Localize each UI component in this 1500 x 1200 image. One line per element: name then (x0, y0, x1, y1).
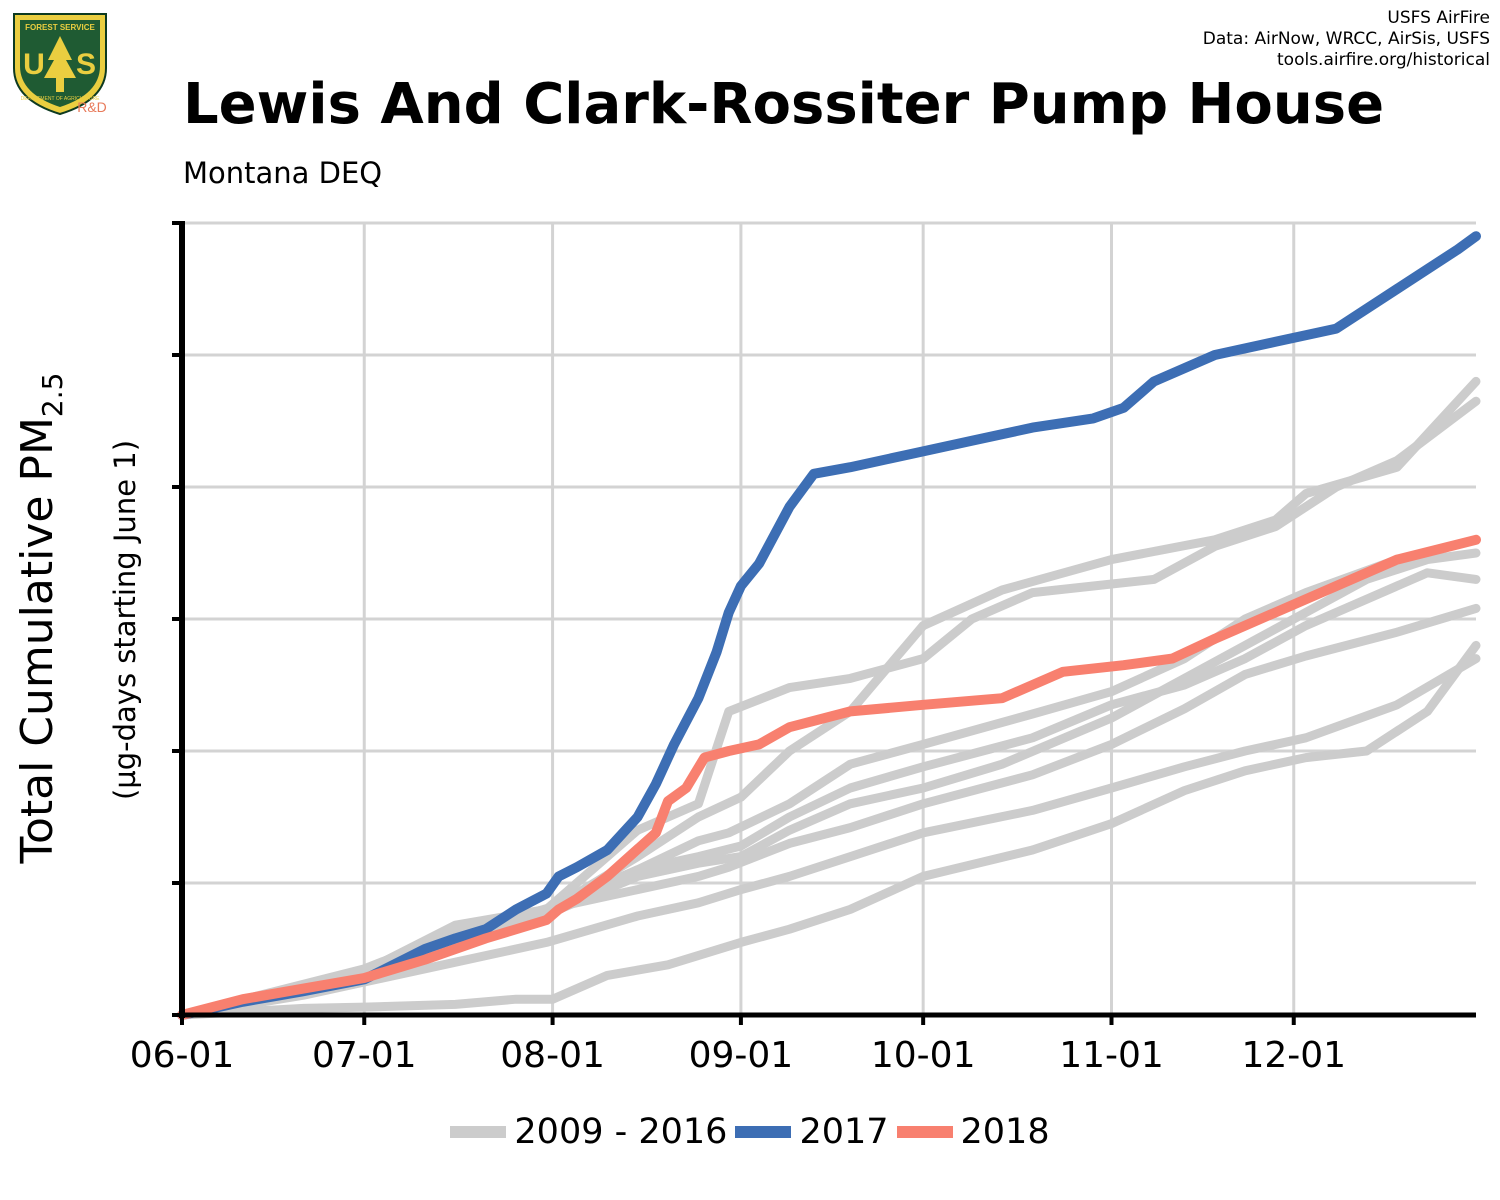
y-axis-label: Total Cumulative PM2.5 (12, 373, 69, 865)
credit-line: Data: AirNow, WRCC, AirSis, USFS (1202, 29, 1490, 49)
series-line-historical-2 (177, 654, 1481, 1020)
x-tick-label: 09-01 (689, 1035, 794, 1076)
credit-line: USFS AirFire (1387, 8, 1490, 28)
forest-service-logo: FOREST SERVICE U S DEPARTMENT OF AGRICUL… (13, 13, 107, 116)
legend-label: 2017 (799, 1112, 889, 1152)
tick-labels: 06-01 07-01 08-01 09-01 10-01 11-01 12-01 (130, 1035, 1346, 1076)
y-axis-label-main: Total Cumulative PM (12, 417, 63, 864)
series-line-historical-6 (177, 548, 1481, 1020)
x-tick-label: 08-01 (500, 1035, 605, 1076)
x-tick-label: 10-01 (871, 1035, 976, 1076)
legend-item-2017: 2017 (735, 1112, 889, 1152)
y-axis-note: (µg-days starting June 1) (108, 440, 142, 800)
x-tick-label: 12-01 (1241, 1035, 1346, 1076)
chart-title: Lewis And Clark-Rossiter Pump House (183, 72, 1385, 137)
legend-item-historical: 2009 - 2016 (450, 1112, 727, 1152)
legend-swatch (896, 1126, 953, 1138)
historical-series (177, 376, 1481, 1020)
series-line-historical-3 (177, 640, 1481, 1020)
x-tick-label: 06-01 (130, 1035, 235, 1076)
axes (172, 221, 1476, 1025)
legend-swatch (450, 1126, 507, 1138)
legend-label: 2018 (960, 1112, 1050, 1152)
legend: 2009 - 2016 2017 2018 (0, 1112, 1500, 1152)
chart-subtitle: Montana DEQ (183, 156, 383, 190)
logo-letter-left: U (23, 48, 45, 81)
legend-item-2018: 2018 (896, 1112, 1050, 1152)
series-line-2017 (177, 231, 1481, 1020)
series-line-2018 (177, 534, 1481, 1020)
logo-letter-right: S (76, 48, 96, 81)
legend-label: 2009 - 2016 (514, 1112, 728, 1152)
credits: USFS AirFire Data: AirNow, WRCC, AirSis,… (1203, 8, 1490, 71)
logo-bottom-text: DEPARTMENT OF AGRICULTURE (21, 96, 100, 102)
x-tick-label: 11-01 (1059, 1035, 1164, 1076)
series-line-historical-7 (177, 568, 1481, 1020)
y-axis-label-subscript: 2.5 (36, 373, 69, 418)
x-tick-label: 07-01 (312, 1035, 417, 1076)
logo-top-text: FOREST SERVICE (25, 23, 95, 32)
highlight-series (177, 231, 1481, 1020)
series-line-historical-4 (177, 396, 1481, 1020)
legend-swatch (735, 1126, 792, 1138)
logo-badge: R&D (77, 99, 107, 115)
credit-line: tools.airfire.org/historical (1277, 50, 1490, 70)
